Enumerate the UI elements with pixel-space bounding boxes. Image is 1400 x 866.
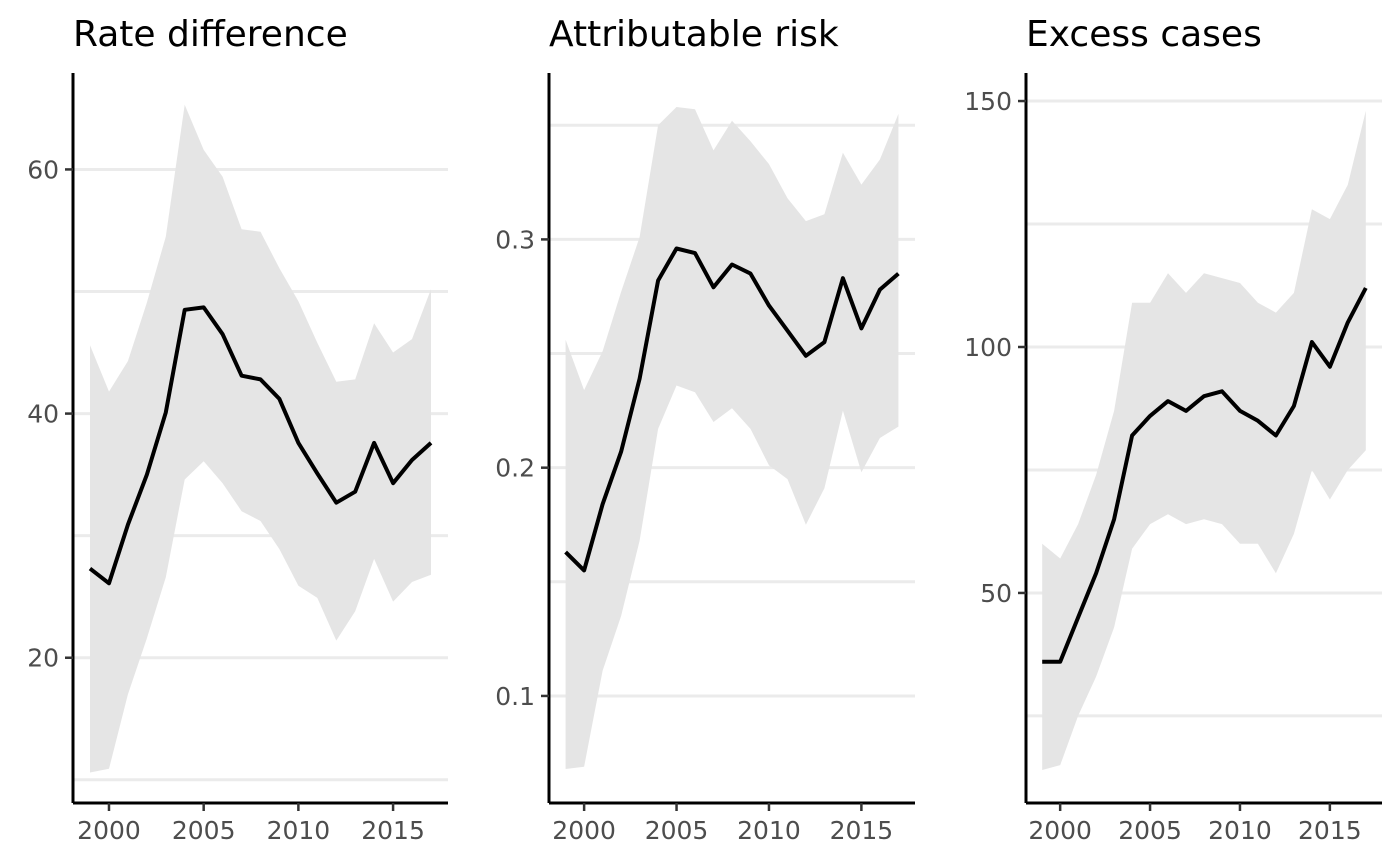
x-tick-label: 2000 (1028, 816, 1092, 845)
panel-3: Excess cases 50 100 150 2000 2005 2010 2015 (964, 14, 1382, 845)
x-tick-label: 2005 (172, 816, 236, 845)
x-tick-label: 2015 (361, 816, 425, 845)
panel-title: Attributable risk (549, 14, 839, 55)
y-tick-label: 60 (27, 155, 59, 184)
x-tick-label: 2010 (1208, 816, 1272, 845)
y-tick-label: 0.3 (495, 225, 535, 254)
y-tick-label: 150 (964, 87, 1012, 116)
panel-title: Rate difference (73, 14, 348, 55)
confidence-ribbon (90, 104, 431, 773)
series-line (88, 305, 433, 586)
panel-title: Excess cases (1026, 14, 1262, 55)
x-tick-label: 2015 (1298, 816, 1362, 845)
x-tick-label: 2000 (552, 816, 616, 845)
series-line (564, 246, 900, 573)
confidence-ribbon (565, 107, 899, 769)
x-tick-label: 2005 (645, 816, 709, 845)
y-tick-label: 50 (980, 579, 1012, 608)
y-tick-label: 0.1 (495, 682, 535, 711)
x-tick-label: 2000 (77, 816, 141, 845)
panel-2: Attributable risk 0.1 0.2 0.3 2000 2005 2010 20… (495, 14, 915, 845)
x-tick-label: 2010 (267, 816, 331, 845)
confidence-ribbon (1042, 110, 1366, 770)
panel-1: Rate difference 20 40 60 2000 2005 2010 2015 (27, 14, 448, 845)
y-tick-label: 100 (964, 333, 1012, 362)
y-tick-label: 20 (27, 644, 59, 673)
y-tick-label: 40 (27, 400, 59, 429)
series-line (1042, 287, 1368, 664)
y-tick-label: 0.2 (495, 454, 535, 483)
x-tick-label: 2015 (830, 816, 894, 845)
x-tick-label: 2005 (1118, 816, 1182, 845)
x-tick-label: 2010 (737, 816, 801, 845)
